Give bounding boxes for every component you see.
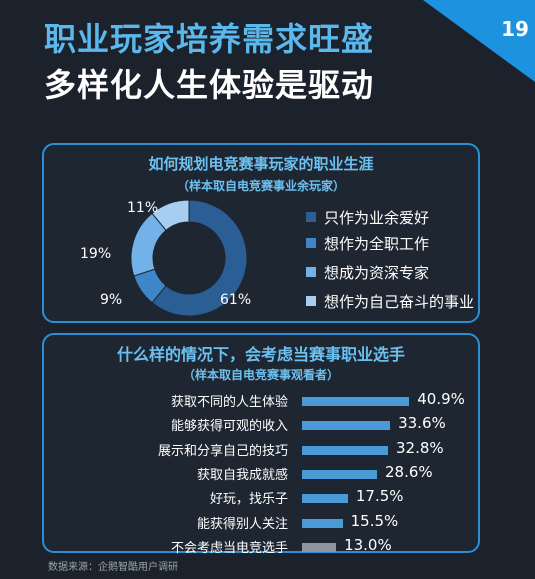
title-line-1: 职业玩家培养需求旺盛 — [44, 20, 375, 58]
legend-label: 想作为自己奋斗的事业 — [324, 292, 475, 311]
bar-category-label: 能够获得可观的收入 — [170, 419, 288, 435]
bar — [302, 397, 410, 406]
legend-item: 想成为资深专家 — [306, 261, 429, 283]
corner-triangle — [423, 0, 535, 82]
bar-value-label: 33.6% — [398, 414, 446, 433]
bar-category-label: 展示和分享自己的技巧 — [157, 443, 288, 459]
career-donut-chart — [130, 199, 248, 317]
pro-player-reason-panel: 什么样的情况下，会考虑当赛事职业选手 （样本取自电竞赛事观看者） 获取不同的人生… — [42, 333, 480, 556]
legend-swatch — [306, 267, 316, 277]
legend-swatch — [306, 296, 316, 306]
panel2-title: 什么样的情况下，会考虑当赛事职业选手 — [116, 345, 405, 364]
legend-label: 想作为全职工作 — [324, 234, 430, 253]
bar-value-label: 28.6% — [384, 462, 433, 481]
bar-value-label: 15.5% — [350, 511, 399, 530]
legend-swatch — [306, 212, 316, 222]
legend-item: 只作为业余爱好 — [306, 206, 429, 228]
legend-label: 想成为资深专家 — [324, 263, 430, 282]
slice-label-3: 19% — [80, 246, 112, 262]
bar-category-label: 获取不同的人生体验 — [170, 395, 288, 410]
pie-slice — [151, 199, 190, 231]
legend-item: 想作为自己奋斗的事业 — [306, 290, 474, 312]
legend-item: 想作为全职工作 — [306, 232, 429, 254]
bar-value-label: 40.9% — [417, 390, 465, 408]
slice-label-1: 61% — [220, 292, 252, 308]
bar-value-label: 32.8% — [396, 438, 444, 457]
slice-label-4: 11% — [127, 200, 159, 216]
bar — [302, 421, 391, 431]
panel2-subtitle: （样本取自电竞赛事观看者） — [182, 368, 339, 382]
page-number-corner: 19 — [423, 0, 535, 82]
bar — [302, 542, 337, 552]
bar — [302, 518, 343, 528]
panel1-title: 如何规划电竞赛事玩家的职业生涯 — [148, 155, 374, 173]
bar-category-label: 获取自我成就感 — [196, 467, 288, 483]
career-plan-panel: 如何规划电竞赛事玩家的职业生涯 （样本取自电竞赛事业余玩家） 11% 19% 9… — [42, 143, 480, 323]
legend-swatch — [306, 238, 316, 248]
bar-category-label: 不会考虑当电竞选手 — [170, 540, 288, 556]
pie-slice — [151, 199, 248, 317]
bar-value-label: 17.5% — [355, 487, 404, 506]
bar-category-label: 好玩，找乐子 — [209, 492, 288, 508]
bar — [302, 445, 388, 455]
bar-category-label: 能获得别人关注 — [196, 516, 288, 532]
bar — [302, 494, 348, 504]
panel1-subtitle: （样本取自电竞赛事业余玩家） — [176, 179, 345, 193]
bar — [302, 469, 377, 479]
legend-label: 只作为业余爱好 — [324, 208, 430, 227]
slice-label-2: 9% — [100, 292, 123, 308]
title-line-2: 多样化人生体验是驱动 — [44, 66, 375, 104]
data-source-note: 数据来源：企鹅智酷用户调研 — [48, 562, 178, 573]
bar-value-label: 13.0% — [344, 535, 392, 554]
page-number: 19 — [501, 17, 529, 41]
